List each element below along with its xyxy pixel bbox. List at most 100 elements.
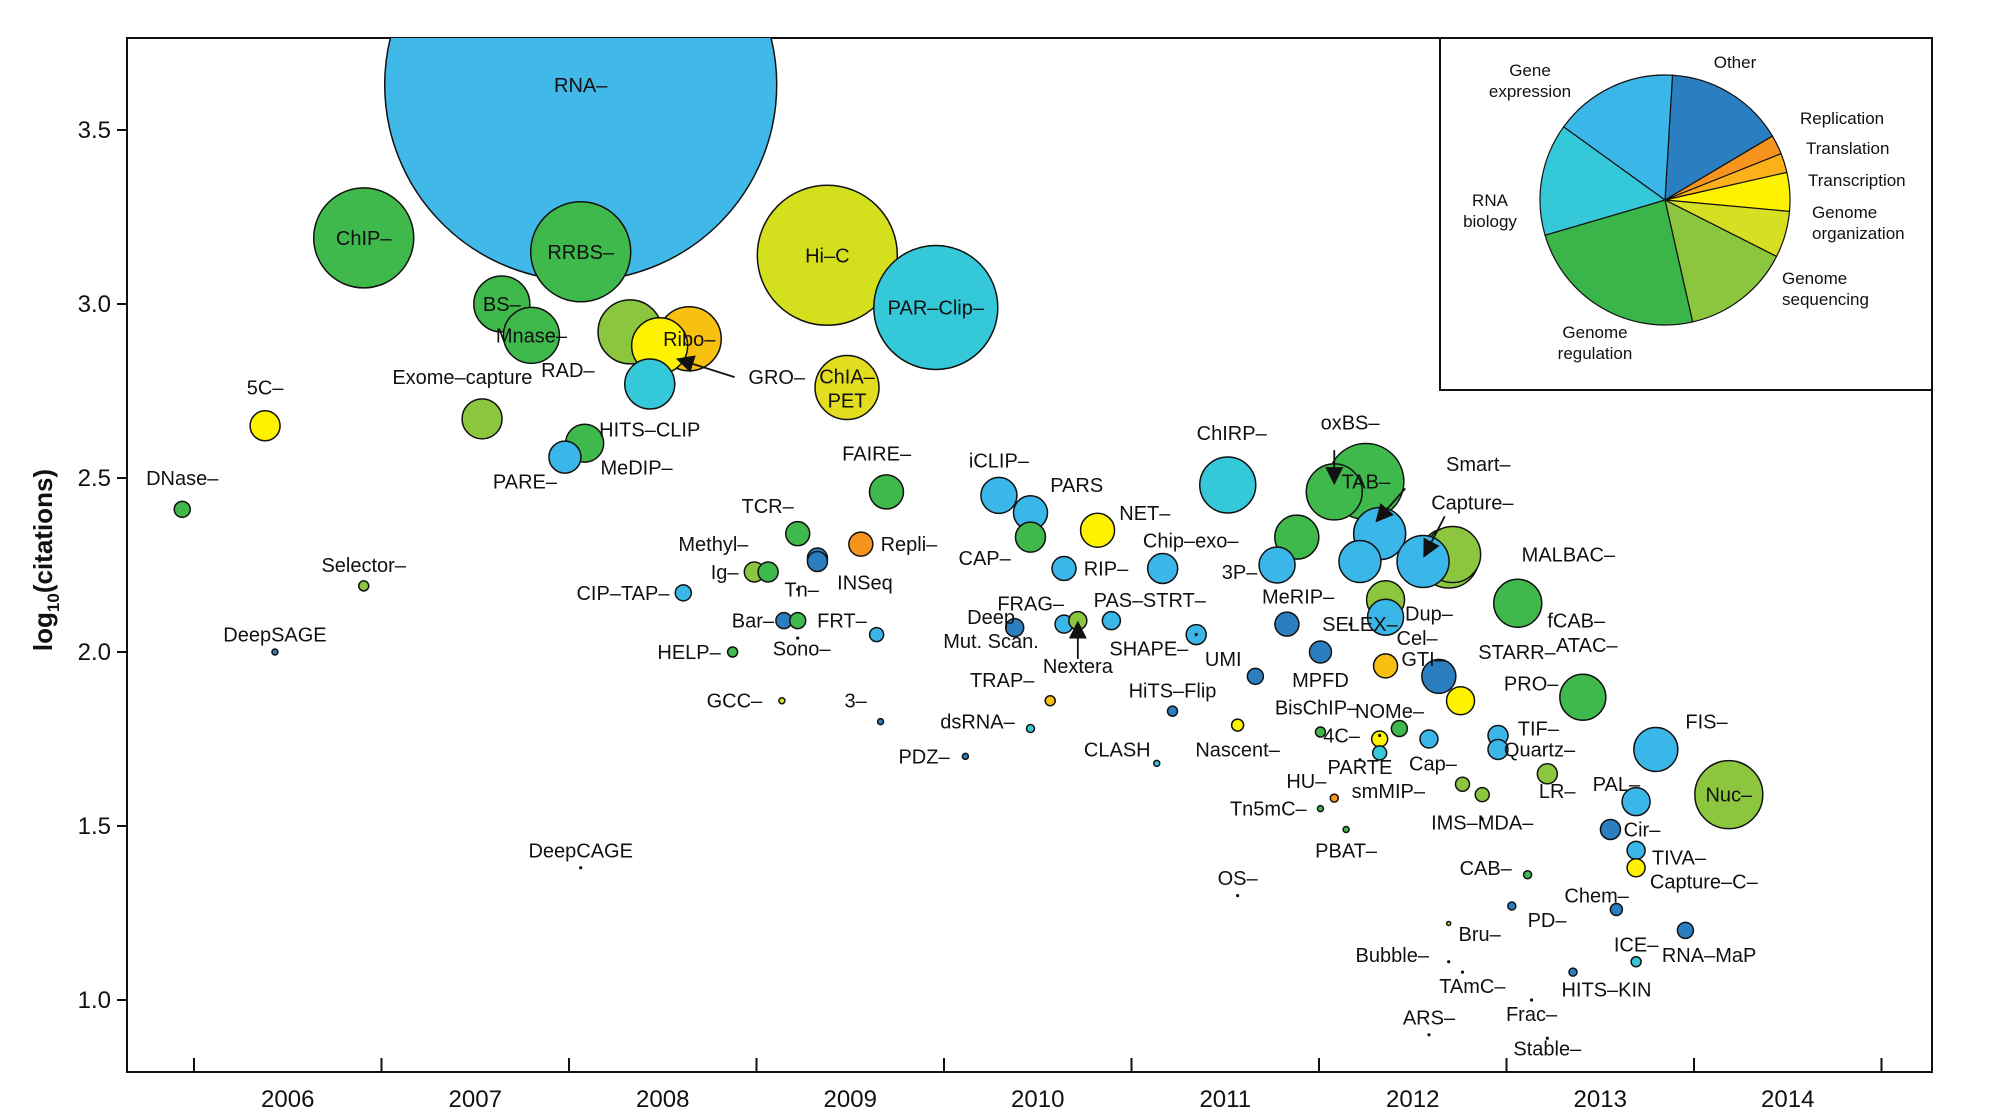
pie-slice-other (1664, 74, 1774, 202)
annotation-arrow (675, 355, 735, 378)
bubble-smart (1396, 534, 1450, 589)
y-tick-label: 2.5 (78, 465, 111, 492)
pie-label-genome-sequencing: Genome (1782, 269, 1847, 288)
y-tick-label: 2.0 (78, 639, 111, 666)
point-label-tn: Tn– (784, 579, 819, 601)
bubble-pro (1445, 685, 1476, 716)
point-label-pas: PAS– (1094, 590, 1145, 612)
bubble-ars (1427, 1033, 1431, 1037)
pie-label-gene-expression: Gene (1509, 61, 1551, 80)
bubble-bischip (1314, 726, 1327, 738)
point-label-strt: STRT– (1143, 590, 1207, 612)
bubble-os (1236, 894, 1240, 898)
bubble-rna-map (1676, 921, 1695, 940)
point-label-atac: ATAC– (1556, 635, 1618, 657)
bubble-pd (1507, 901, 1517, 911)
bubble-hu (1329, 793, 1340, 803)
bubble-pdz (961, 752, 970, 761)
bubble-net (1079, 512, 1116, 548)
bubble-faire (868, 474, 905, 510)
bubble-cap (1014, 521, 1047, 553)
point-label-nome: NOMe– (1355, 701, 1425, 723)
bubble-gcc (778, 696, 786, 705)
point-label-cab: CAB– (1460, 858, 1513, 880)
bubble-tn (796, 587, 800, 591)
bubble-atac (1559, 673, 1607, 721)
point-label-chip: ChIP– (336, 228, 392, 250)
bubble-parte (1358, 758, 1362, 762)
point-label-pal: PAL– (1593, 774, 1641, 796)
y-tick-label: 1.0 (78, 987, 111, 1014)
ylabel-base: log (28, 612, 58, 651)
x-tick-label: 2007 (449, 1086, 502, 1113)
point-label-faire: FAIRE– (842, 444, 912, 466)
point-label-deep-mut-scan-line2: Mut. Scan. (943, 631, 1039, 653)
bubble-iclip (980, 476, 1018, 515)
bubble-3p (1258, 546, 1296, 584)
point-label-merip: MeRIP– (1262, 586, 1335, 608)
bubble-cip-tap (674, 584, 693, 602)
point-label-bs: BS– (483, 294, 522, 316)
pie-label-genome-organization-line2: organization (1812, 224, 1905, 243)
point-label-help: HELP– (657, 642, 721, 664)
bubble-stable (1545, 1036, 1549, 1040)
point-label-net: NET– (1119, 503, 1171, 525)
bubble-par-clip (873, 244, 999, 371)
point-label-deepsage: DeepSAGE (223, 625, 326, 647)
pie-label-genome-organization: Genome (1812, 203, 1877, 222)
point-label-trap: TRAP– (970, 670, 1035, 692)
point-label-cir: Cir– (1624, 819, 1662, 841)
point-label-tiva: TIVA– (1652, 847, 1707, 869)
bubble-cap (1419, 729, 1439, 749)
bubble-rip (1051, 555, 1077, 582)
point-label-hits-clip: HITS–CLIP (599, 419, 700, 441)
bubble-pare (548, 440, 582, 474)
inset-pie-chart: Other Replication Translation Transcription… (1439, 37, 1933, 391)
point-label-deepcage: DeepCAGE (528, 840, 633, 862)
y-axis-title: log10(citations) (28, 469, 63, 651)
annotation-arrow (1375, 487, 1406, 523)
point-label-bru: Bru– (1459, 924, 1502, 946)
bubble-gti (1372, 653, 1399, 679)
point-label-fcab: fCAB– (1547, 611, 1606, 633)
point-label-pare: PARE– (493, 471, 558, 493)
pie-labels: Other Replication Translation Transcription… (1463, 53, 1906, 363)
bubble-repli (848, 531, 874, 557)
bubble-tcr (784, 520, 811, 547)
point-label-4c: 4C– (1323, 726, 1361, 748)
y-tick-label: 3.5 (78, 117, 111, 144)
bubble-tamc (1460, 970, 1465, 974)
bubble-chip-exo (1146, 552, 1179, 585)
bubble-shape (1194, 633, 1198, 637)
bubble-ig (757, 561, 779, 583)
point-label-rrbs: RRBS– (547, 242, 615, 264)
point-label-cap: CAP– (959, 548, 1012, 570)
point-label-3p: 3P– (1222, 562, 1258, 584)
bubble-nuc (1694, 759, 1764, 830)
bubble-chem (1609, 902, 1624, 917)
annotation-arrow (1423, 515, 1446, 558)
bubble-exome-capture (461, 398, 503, 440)
point-label-selector: Selector– (321, 555, 406, 577)
bubble-unlabeled (1274, 611, 1300, 637)
point-label-pdz: PDZ– (898, 746, 950, 768)
svg-text:log10(citations): log10(citations) (28, 469, 63, 651)
point-label-frt: FRT– (817, 611, 868, 633)
bubble-pas (1101, 610, 1122, 631)
pie-slices (1539, 74, 1791, 326)
point-label-tab: TAB– (1342, 471, 1391, 493)
pie-slice-rna-biology (1539, 125, 1667, 236)
bubble-inseq (806, 550, 829, 573)
point-label-hu: HU– (1286, 771, 1327, 793)
point-label-lr: LR– (1539, 781, 1577, 803)
bubble-frt (868, 626, 885, 643)
bubble-help (726, 646, 739, 658)
bubble-unlabeled (788, 611, 807, 630)
bubble-deepcage (579, 866, 583, 870)
bubble-hi-c (756, 184, 899, 327)
bubble-3 (876, 717, 885, 726)
bubble-unlabeled (1371, 745, 1388, 761)
bubble-smmip (1454, 776, 1471, 792)
point-label-smmip: smMIP– (1352, 781, 1426, 803)
point-label-rip: RIP– (1084, 558, 1129, 580)
